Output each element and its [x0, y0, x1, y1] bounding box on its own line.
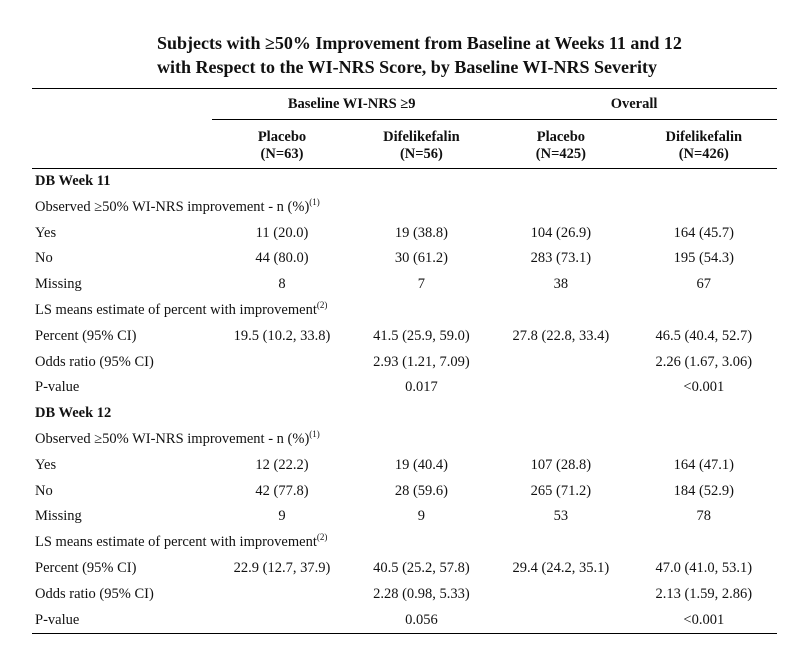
table-row: Yes 11 (20.0) 19 (38.8) 104 (26.9) 164 (… — [35, 224, 735, 241]
subsection-row: LS means estimate of percent with improv… — [35, 532, 328, 551]
group-baseline: Baseline WI-NRS ≥9 — [212, 88, 492, 120]
table-row: Percent (95% CI) 19.5 (10.2, 33.8) 41.5 … — [35, 327, 753, 344]
title-line-1: Subjects with ≥50% Improvement from Base… — [157, 33, 682, 53]
column-header-row: Placebo (N=63) Difelikefalin (N=56) Placeb… — [32, 119, 777, 169]
table-row: P-value 0.017 <0.001 — [35, 379, 725, 396]
title-line-2: with Respect to the WI-NRS Score, by Bas… — [157, 57, 657, 77]
table-row: Yes 12 (22.2) 19 (40.4) 107 (28.8) 164 (… — [35, 456, 735, 473]
table-row: No 44 (80.0) 30 (61.2) 283 (73.1) 195 (5… — [35, 250, 735, 267]
results-table: Baseline WI-NRS ≥9 Overall Placebo (N=63)… — [32, 88, 777, 635]
subsection-row: LS means estimate of percent with improv… — [35, 300, 328, 318]
table-row: P-value 0.056 <0.001 — [32, 607, 777, 635]
col-header-1: Placebo (N=63) — [212, 119, 352, 169]
subsection-row: Observed ≥50% WI-NRS improvement - n (%)… — [35, 196, 320, 215]
table-title: Subjects with ≥50% Improvement from Base… — [157, 31, 797, 79]
section-row-week11: DB Week 11 — [35, 173, 111, 189]
col-header-4: Difelikefalin (N=426) — [630, 119, 777, 169]
group-header-row: Baseline WI-NRS ≥9 Overall — [32, 88, 777, 120]
table-row: No 42 (77.8) 28 (59.6) 265 (71.2) 184 (5… — [35, 482, 735, 499]
table-row: Missing 9 9 53 78 — [35, 508, 712, 525]
col-header-3: Placebo (N=425) — [491, 119, 631, 169]
table-row: Odds ratio (95% CI) 2.28 (0.98, 5.33) 2.… — [35, 585, 753, 602]
section-row-week12: DB Week 12 — [35, 405, 112, 422]
table-row: Odds ratio (95% CI) 2.93 (1.21, 7.09) 2.… — [35, 353, 753, 370]
table-row: Percent (95% CI) 22.9 (12.7, 37.9) 40.5 … — [35, 559, 753, 576]
group-overall: Overall — [491, 88, 777, 120]
subsection-row: Observed ≥50% WI-NRS improvement - n (%)… — [35, 429, 320, 447]
col-header-2: Difelikefalin (N=56) — [351, 119, 492, 169]
table-row: Missing 8 7 38 67 — [35, 276, 712, 293]
